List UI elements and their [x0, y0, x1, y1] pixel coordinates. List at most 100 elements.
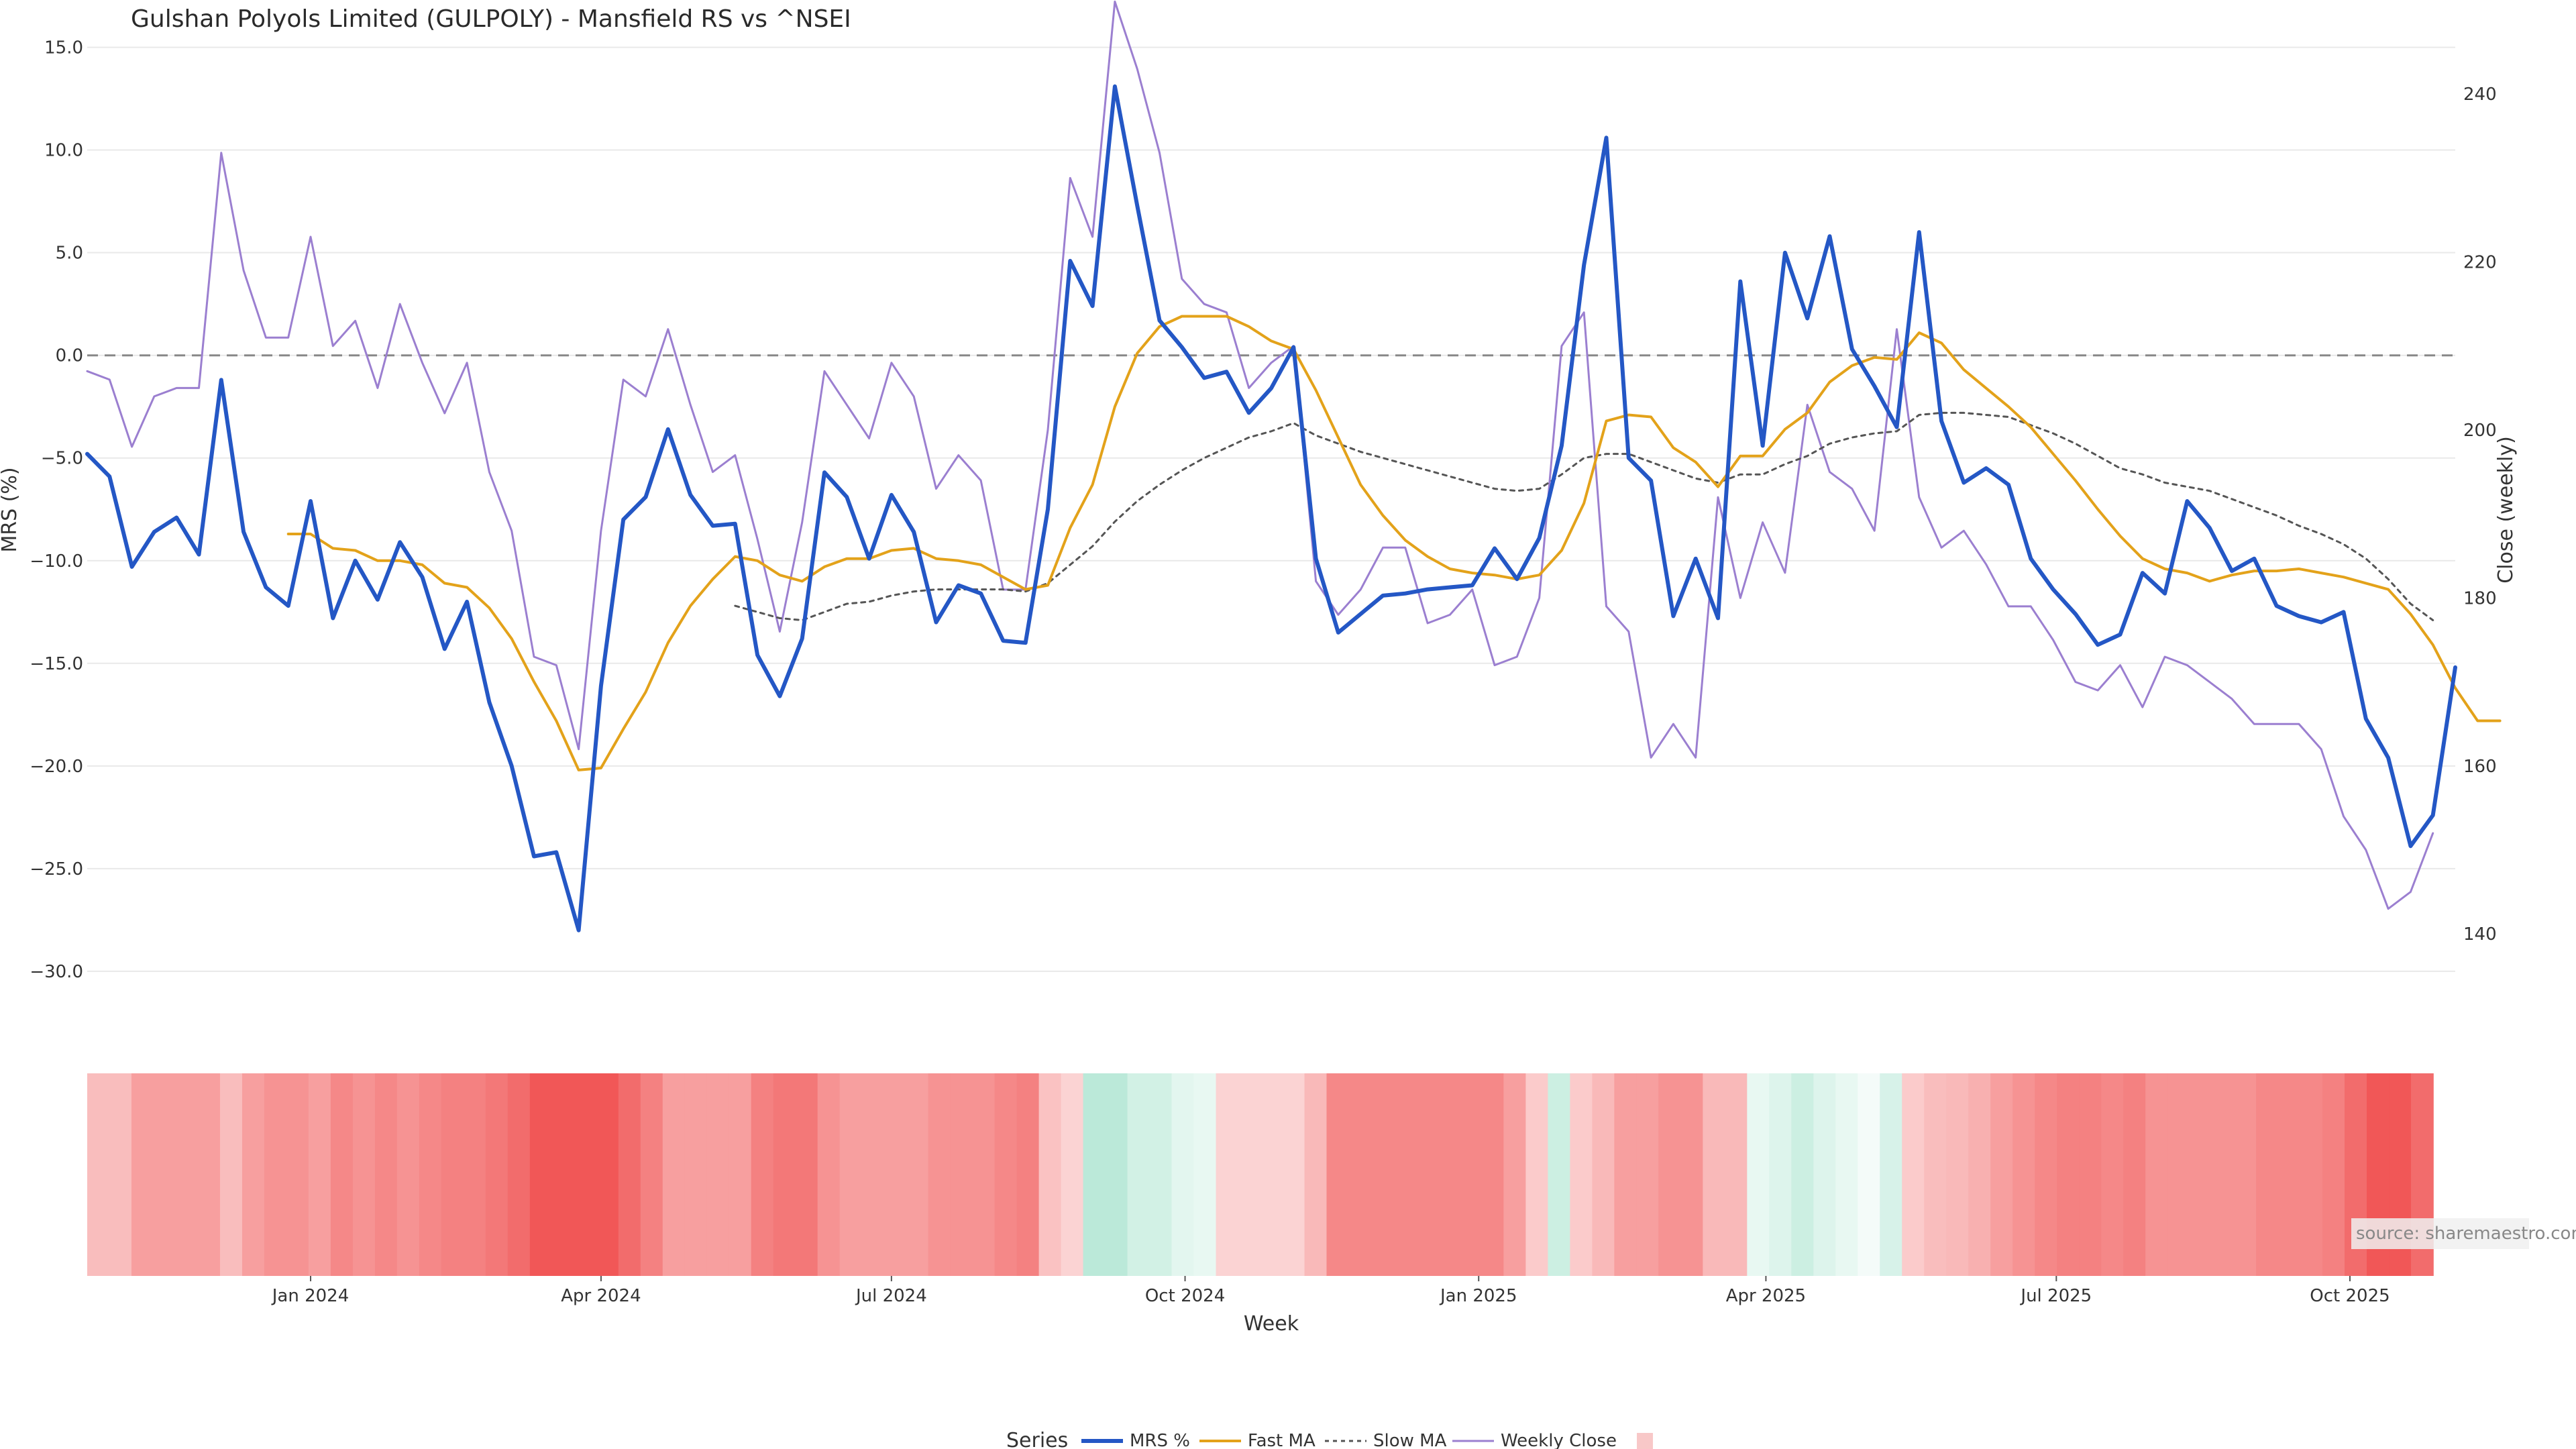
- y-axis-title: MRS (%): [0, 467, 21, 552]
- x-tick-label: Jan 2024: [271, 1286, 350, 1306]
- heatmap-cell: [817, 1073, 841, 1276]
- y2-tick-label: 200: [2463, 421, 2497, 441]
- heatmap-cell: [330, 1073, 354, 1276]
- heatmap-cell: [2256, 1073, 2279, 1276]
- x-tick-label: Apr 2024: [561, 1286, 641, 1306]
- heatmap-cell: [883, 1073, 907, 1276]
- heatmap-cell: [574, 1073, 597, 1276]
- heatmap-cell: [551, 1073, 575, 1276]
- watermark: source: sharemaestro.com: [2351, 1218, 2576, 1249]
- heatmap-cell: [1371, 1073, 1394, 1276]
- watermark-text: source: sharemaestro.com: [2356, 1224, 2576, 1244]
- x-tick-label: Oct 2025: [2310, 1286, 2390, 1306]
- heatmap-cell: [219, 1073, 243, 1276]
- y2-tick-label: 140: [2463, 924, 2497, 945]
- heatmap-cell: [1061, 1073, 1084, 1276]
- heatmap-cell: [1658, 1073, 1682, 1276]
- heatmap-cell: [2278, 1073, 2301, 1276]
- heatmap-cell: [906, 1073, 929, 1276]
- axes: 15.0 10.0 5.0 0.0 −5.0 −10.0 −15.0 −20.0 −25.0 −3…: [30, 38, 2496, 1306]
- y-tick-label: 10.0: [44, 141, 83, 161]
- heatmap-cell: [1525, 1073, 1549, 1276]
- heatmap-cell: [352, 1073, 376, 1276]
- heatmap-cell: [1105, 1073, 1128, 1276]
- y-tick-label: 15.0: [44, 38, 83, 58]
- heatmap-cell: [153, 1073, 176, 1276]
- heatmap-cell: [1171, 1073, 1195, 1276]
- legend: Series MRS % Fast MA Slow MA Weekly Close: [1006, 1429, 1653, 1449]
- heatmap-cell: [729, 1073, 752, 1276]
- heatmap-cell: [485, 1073, 508, 1276]
- heatmap-cell: [264, 1073, 287, 1276]
- heatmap-cell: [839, 1073, 863, 1276]
- heatmap-cell: [1326, 1073, 1350, 1276]
- heatmap-cell: [1747, 1073, 1770, 1276]
- heatmap-cell: [2322, 1073, 2345, 1276]
- x-tick-label: Jul 2024: [855, 1286, 927, 1306]
- heatmap-cell: [1813, 1073, 1837, 1276]
- heatmap-cell: [175, 1073, 199, 1276]
- y-tick-label: −5.0: [41, 449, 83, 469]
- grid: [87, 46, 2455, 972]
- heatmap-cell: [1083, 1073, 1106, 1276]
- heatmap-cell: [87, 1073, 110, 1276]
- heatmap-strip: [87, 1073, 2434, 1276]
- legend-title: Series: [1006, 1429, 1068, 1449]
- y-tick-label: −30.0: [30, 962, 83, 982]
- legend-mrs-text: MRS %: [1130, 1431, 1190, 1449]
- x-tick-label: Oct 2024: [1145, 1286, 1225, 1306]
- heatmap-cell: [1946, 1073, 1970, 1276]
- heatmap-cell: [994, 1073, 1018, 1276]
- y2-tick-label: 240: [2463, 85, 2497, 105]
- heatmap-cell: [2234, 1073, 2257, 1276]
- heatmap-cell: [1260, 1073, 1283, 1276]
- heatmap-cell: [2012, 1073, 2035, 1276]
- heatmap-cell: [751, 1073, 774, 1276]
- heatmap-cell: [1835, 1073, 1859, 1276]
- heatmap-cell: [1924, 1073, 1947, 1276]
- y-tick-label: 0.0: [56, 346, 83, 366]
- heatmap-cell: [795, 1073, 818, 1276]
- heatmap-cell: [1193, 1073, 1217, 1276]
- heatmap-cell: [131, 1073, 154, 1276]
- heatmap-cell: [1703, 1073, 1726, 1276]
- heatmap-cell: [1304, 1073, 1328, 1276]
- heatmap-cell: [1769, 1073, 1792, 1276]
- heatmap-cell: [1127, 1073, 1150, 1276]
- heatmap-cell: [1459, 1073, 1483, 1276]
- legend-slow-ma-text: Slow MA: [1373, 1431, 1447, 1449]
- heatmap-cell: [396, 1073, 420, 1276]
- heatmap-cell: [1548, 1073, 1571, 1276]
- legend-slow-ma: Slow MA: [1325, 1431, 1447, 1449]
- y2-tick-label: 180: [2463, 588, 2497, 608]
- y2-tick-label: 160: [2463, 757, 2497, 777]
- legend-mrs: MRS %: [1081, 1431, 1190, 1449]
- heatmap-cell: [640, 1073, 663, 1276]
- heatmap-cell: [241, 1073, 265, 1276]
- x-tick-label: Jul 2025: [2019, 1286, 2092, 1306]
- heatmap-cell: [950, 1073, 973, 1276]
- heatmap-cell: [2101, 1073, 2124, 1276]
- heatmap-cell: [1348, 1073, 1372, 1276]
- heatmap-cell: [1038, 1073, 1062, 1276]
- y2-tick-label: 220: [2463, 253, 2497, 273]
- heatmap-cell: [1481, 1073, 1505, 1276]
- chart-title: Gulshan Polyols Limited (GULPOLY) - Mans…: [131, 5, 851, 33]
- weekly-close-line: [86, 0, 2434, 910]
- x-tick-label: Jan 2025: [1439, 1286, 1517, 1306]
- heatmap-cell: [1791, 1073, 1815, 1276]
- heatmap-cell: [1503, 1073, 1527, 1276]
- heatmap-cell: [2035, 1073, 2057, 1276]
- heatmap-cell: [662, 1073, 686, 1276]
- heatmap-cell: [286, 1073, 309, 1276]
- heatmap-cell: [1238, 1073, 1261, 1276]
- heatmap-cell: [2190, 1073, 2212, 1276]
- heatmap-cell: [596, 1073, 619, 1276]
- y-tick-label: −10.0: [30, 551, 83, 572]
- heatmap-cell: [1592, 1073, 1615, 1276]
- heatmap-cell: [1437, 1073, 1460, 1276]
- heatmap-cell: [2145, 1073, 2168, 1276]
- y-tick-label: 5.0: [56, 244, 83, 264]
- heatmap-cell: [2300, 1073, 2323, 1276]
